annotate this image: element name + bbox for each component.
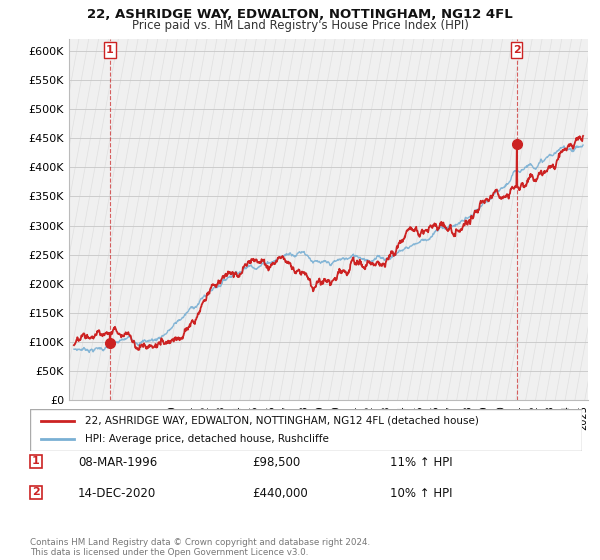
- Text: £440,000: £440,000: [252, 487, 308, 500]
- Text: 10% ↑ HPI: 10% ↑ HPI: [390, 487, 452, 500]
- Text: 2: 2: [513, 45, 521, 55]
- Text: 14-DEC-2020: 14-DEC-2020: [78, 487, 156, 500]
- Text: 11% ↑ HPI: 11% ↑ HPI: [390, 456, 452, 469]
- Text: HPI: Average price, detached house, Rushcliffe: HPI: Average price, detached house, Rush…: [85, 434, 329, 444]
- FancyBboxPatch shape: [30, 409, 582, 451]
- Text: 08-MAR-1996: 08-MAR-1996: [78, 456, 157, 469]
- Text: 22, ASHRIDGE WAY, EDWALTON, NOTTINGHAM, NG12 4FL (detached house): 22, ASHRIDGE WAY, EDWALTON, NOTTINGHAM, …: [85, 416, 479, 426]
- Text: 1: 1: [106, 45, 114, 55]
- Text: 22, ASHRIDGE WAY, EDWALTON, NOTTINGHAM, NG12 4FL: 22, ASHRIDGE WAY, EDWALTON, NOTTINGHAM, …: [87, 8, 513, 21]
- FancyBboxPatch shape: [511, 42, 523, 58]
- Text: Price paid vs. HM Land Registry's House Price Index (HPI): Price paid vs. HM Land Registry's House …: [131, 19, 469, 32]
- Text: £98,500: £98,500: [252, 456, 300, 469]
- Text: Contains HM Land Registry data © Crown copyright and database right 2024.
This d: Contains HM Land Registry data © Crown c…: [30, 538, 370, 557]
- FancyBboxPatch shape: [104, 42, 116, 58]
- Text: 2: 2: [32, 487, 40, 497]
- Text: 1: 1: [32, 456, 40, 466]
